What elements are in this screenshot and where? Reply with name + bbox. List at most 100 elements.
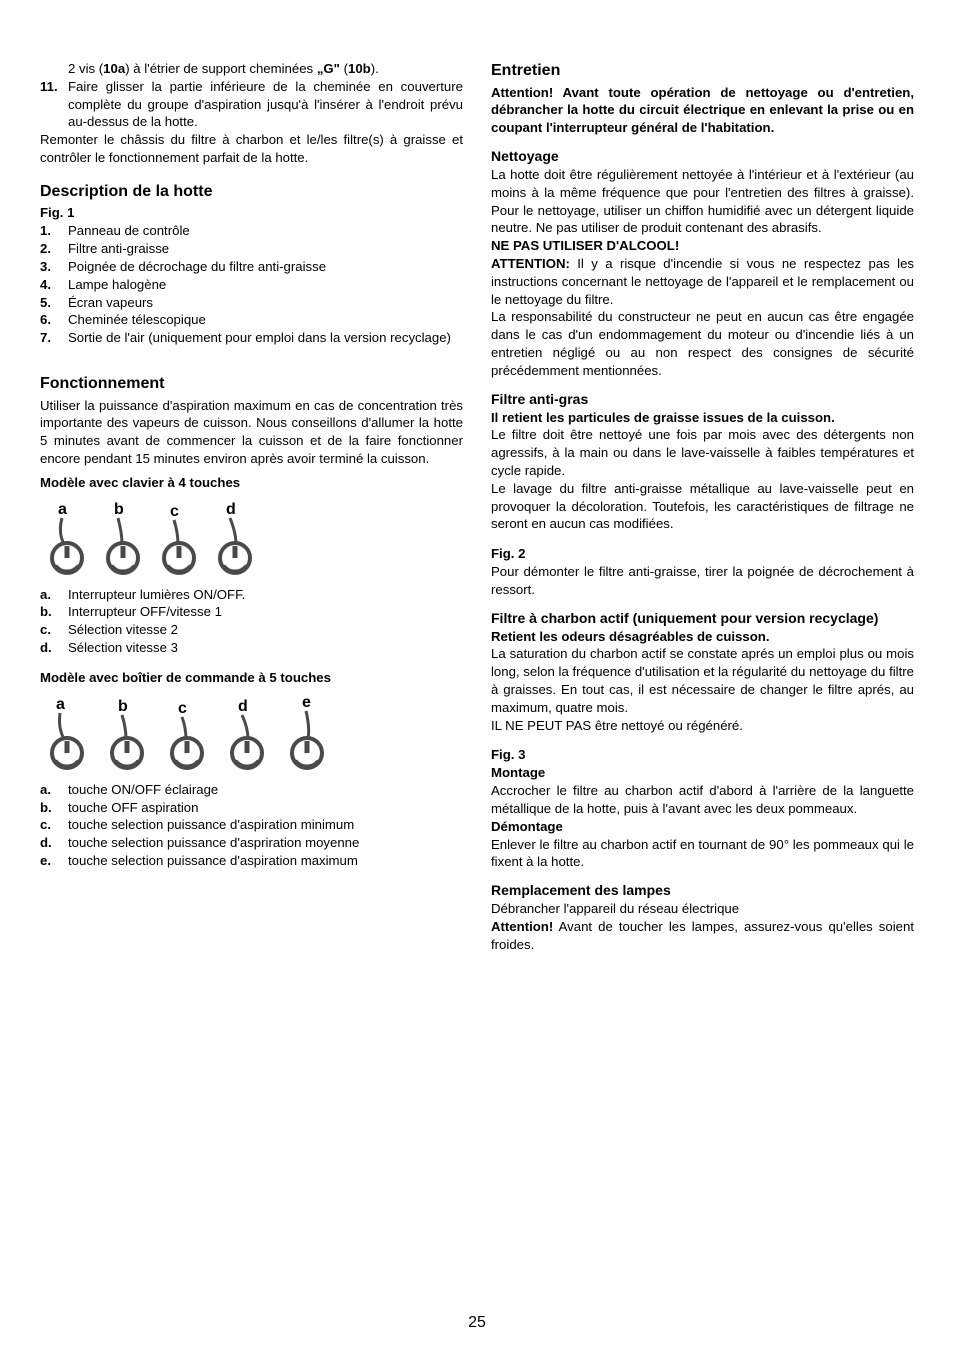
- knob-icon: b: [104, 498, 142, 576]
- marker: a.: [40, 781, 68, 799]
- list-item: b.touche OFF aspiration: [40, 799, 463, 817]
- text: Interrupteur lumières ON/OFF.: [68, 586, 463, 604]
- marker: d.: [40, 834, 68, 852]
- heading-description: Description de la hotte: [40, 181, 463, 203]
- marker: b.: [40, 799, 68, 817]
- ref-g: „G": [317, 61, 340, 76]
- model4-title: Modèle avec clavier à 4 touches: [40, 474, 463, 492]
- knob-label: c: [170, 503, 179, 520]
- marker: c.: [40, 621, 68, 639]
- marker: 4.: [40, 276, 68, 294]
- marker: 11.: [40, 78, 68, 131]
- knob-label: d: [238, 698, 248, 715]
- demontage-title: Démontage: [491, 818, 914, 836]
- text: Lampe halogène: [68, 276, 463, 294]
- page-container: 2 vis (10a) à l'étrier de support chemin…: [0, 0, 954, 1352]
- heading-remplacement: Remplacement des lampes: [491, 881, 914, 900]
- description-list: 1.Panneau de contrôle 2.Filtre anti-grai…: [40, 222, 463, 347]
- paragraph: Enlever le filtre au charbon actif en to…: [491, 836, 914, 872]
- fig2-label: Fig. 2: [491, 545, 914, 563]
- paragraph: Utiliser la puissance d'aspiration maxim…: [40, 397, 463, 468]
- fig1-label: Fig. 1: [40, 204, 463, 222]
- knob-icon: a: [48, 498, 86, 576]
- text: touche OFF aspiration: [68, 799, 463, 817]
- montage-title: Montage: [491, 764, 914, 782]
- list-item: 7.Sortie de l'air (uniquement pour emplo…: [40, 329, 463, 347]
- marker: 1.: [40, 222, 68, 240]
- paragraph: Le lavage du filtre anti-graisse métalli…: [491, 480, 914, 533]
- text: touche selection puissance d'aspriration…: [68, 834, 463, 852]
- paragraph: Remonter le châssis du filtre à charbon …: [40, 131, 463, 167]
- ref-10b: 10b: [348, 61, 371, 76]
- list-item: 1.Panneau de contrôle: [40, 222, 463, 240]
- knob-label: a: [58, 501, 67, 518]
- list-item: 6.Cheminée télescopique: [40, 311, 463, 329]
- knob-label: b: [114, 501, 124, 518]
- text: Sortie de l'air (uniquement pour emploi …: [68, 329, 463, 347]
- paragraph: ATTENTION: Il y a risque d'incendie si v…: [491, 255, 914, 308]
- heading-fonctionnement: Fonctionnement: [40, 373, 463, 395]
- left-column: 2 vis (10a) à l'étrier de support chemin…: [40, 60, 463, 953]
- list-item: b.Interrupteur OFF/vitesse 1: [40, 603, 463, 621]
- marker: d.: [40, 639, 68, 657]
- knob-label: c: [178, 700, 187, 717]
- knob-icon: c: [168, 693, 206, 771]
- attention-label: Attention!: [491, 919, 553, 934]
- text: Interrupteur OFF/vitesse 1: [68, 603, 463, 621]
- text: touche ON/OFF éclairage: [68, 781, 463, 799]
- heading-nettoyage: Nettoyage: [491, 147, 914, 166]
- bold-line: Il retient les particules de graisse iss…: [491, 409, 914, 427]
- knob-label: e: [302, 694, 311, 711]
- knob-icon: d: [216, 498, 254, 576]
- knob-diagram-4: a b c d: [40, 492, 463, 580]
- marker: 7.: [40, 329, 68, 347]
- continuation-line: 2 vis (10a) à l'étrier de support chemin…: [40, 60, 463, 78]
- model4-list: a.Interrupteur lumières ON/OFF. b.Interr…: [40, 586, 463, 657]
- warning-alcohol: NE PAS UTILISER D'ALCOOL!: [491, 237, 914, 255]
- list-item: e.touche selection puissance d'aspiratio…: [40, 852, 463, 870]
- list-item: d.touche selection puissance d'asprirati…: [40, 834, 463, 852]
- heading-filtre-antigras: Filtre anti-gras: [491, 390, 914, 409]
- bold-line: Retient les odeurs désagréables de cuiss…: [491, 628, 914, 646]
- knob-label: d: [226, 501, 236, 518]
- marker: 6.: [40, 311, 68, 329]
- list-item: c.touche selection puissance d'aspiratio…: [40, 816, 463, 834]
- marker: e.: [40, 852, 68, 870]
- paragraph: Pour démonter le filtre anti-graisse, ti…: [491, 563, 914, 599]
- text: 2 vis (: [68, 61, 103, 76]
- list-item: a.Interrupteur lumières ON/OFF.: [40, 586, 463, 604]
- paragraph: La responsabilité du constructeur ne peu…: [491, 308, 914, 379]
- knob-icon: a: [48, 693, 86, 771]
- knob-label: b: [118, 698, 128, 715]
- marker: 2.: [40, 240, 68, 258]
- marker: 5.: [40, 294, 68, 312]
- heading-entretien: Entretien: [491, 60, 914, 82]
- paragraph: La hotte doit être régulièrement nettoyé…: [491, 166, 914, 237]
- list-item: 3.Poignée de décrochage du filtre anti-g…: [40, 258, 463, 276]
- text: (: [340, 61, 348, 76]
- text: Sélection vitesse 3: [68, 639, 463, 657]
- page-number: 25: [0, 1314, 954, 1332]
- warning-text: Attention! Avant toute opération de nett…: [491, 84, 914, 137]
- knob-label: a: [56, 696, 65, 713]
- text: ) à l'étrier de support cheminées: [125, 61, 317, 76]
- model5-title: Modèle avec boîtier de commande à 5 touc…: [40, 669, 463, 687]
- text: Cheminée télescopique: [68, 311, 463, 329]
- ref-10a: 10a: [103, 61, 125, 76]
- text: Écran vapeurs: [68, 294, 463, 312]
- heading-charbon: Filtre à charbon actif (uniquement pour …: [491, 609, 914, 628]
- paragraph: Le filtre doit être nettoyé une fois par…: [491, 426, 914, 479]
- right-column: Entretien Attention! Avant toute opérati…: [491, 60, 914, 953]
- list-item: c.Sélection vitesse 2: [40, 621, 463, 639]
- list-item: 4.Lampe halogène: [40, 276, 463, 294]
- list-item: d.Sélection vitesse 3: [40, 639, 463, 657]
- marker: c.: [40, 816, 68, 834]
- marker: 3.: [40, 258, 68, 276]
- paragraph: Accrocher le filtre au charbon actif d'a…: [491, 782, 914, 818]
- text: touche selection puissance d'aspiration …: [68, 816, 463, 834]
- marker: a.: [40, 586, 68, 604]
- text: ).: [371, 61, 379, 76]
- model5-list: a.touche ON/OFF éclairage b.touche OFF a…: [40, 781, 463, 870]
- marker: b.: [40, 603, 68, 621]
- knob-icon: e: [288, 693, 326, 771]
